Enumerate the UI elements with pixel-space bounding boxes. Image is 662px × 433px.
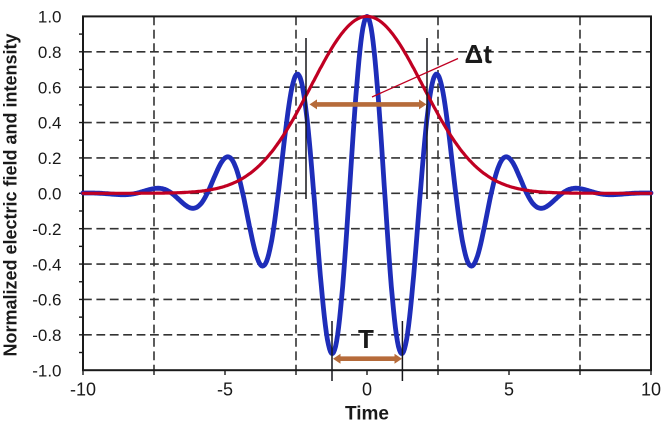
svg-text:Δt: Δt	[465, 39, 493, 69]
svg-text:-0.2: -0.2	[32, 220, 61, 239]
svg-text:0.0: 0.0	[38, 185, 62, 204]
svg-text:-0.8: -0.8	[32, 326, 61, 345]
svg-text:0: 0	[362, 380, 372, 400]
svg-text:Normalized electric field and: Normalized electric field and intensity	[1, 33, 21, 356]
svg-text:-1.0: -1.0	[32, 361, 61, 380]
svg-text:T: T	[358, 324, 374, 354]
svg-text:0.6: 0.6	[38, 78, 62, 97]
svg-text:Time: Time	[345, 404, 389, 425]
svg-text:-0.4: -0.4	[32, 255, 61, 274]
svg-text:1.0: 1.0	[38, 8, 62, 27]
svg-text:-10: -10	[70, 380, 96, 400]
svg-text:0.2: 0.2	[38, 149, 62, 168]
svg-text:5: 5	[504, 380, 514, 400]
svg-text:0.4: 0.4	[38, 114, 62, 133]
svg-text:-0.6: -0.6	[32, 291, 61, 310]
svg-text:-5: -5	[217, 380, 233, 400]
svg-text:0.8: 0.8	[38, 43, 62, 62]
svg-text:10: 10	[641, 380, 661, 400]
